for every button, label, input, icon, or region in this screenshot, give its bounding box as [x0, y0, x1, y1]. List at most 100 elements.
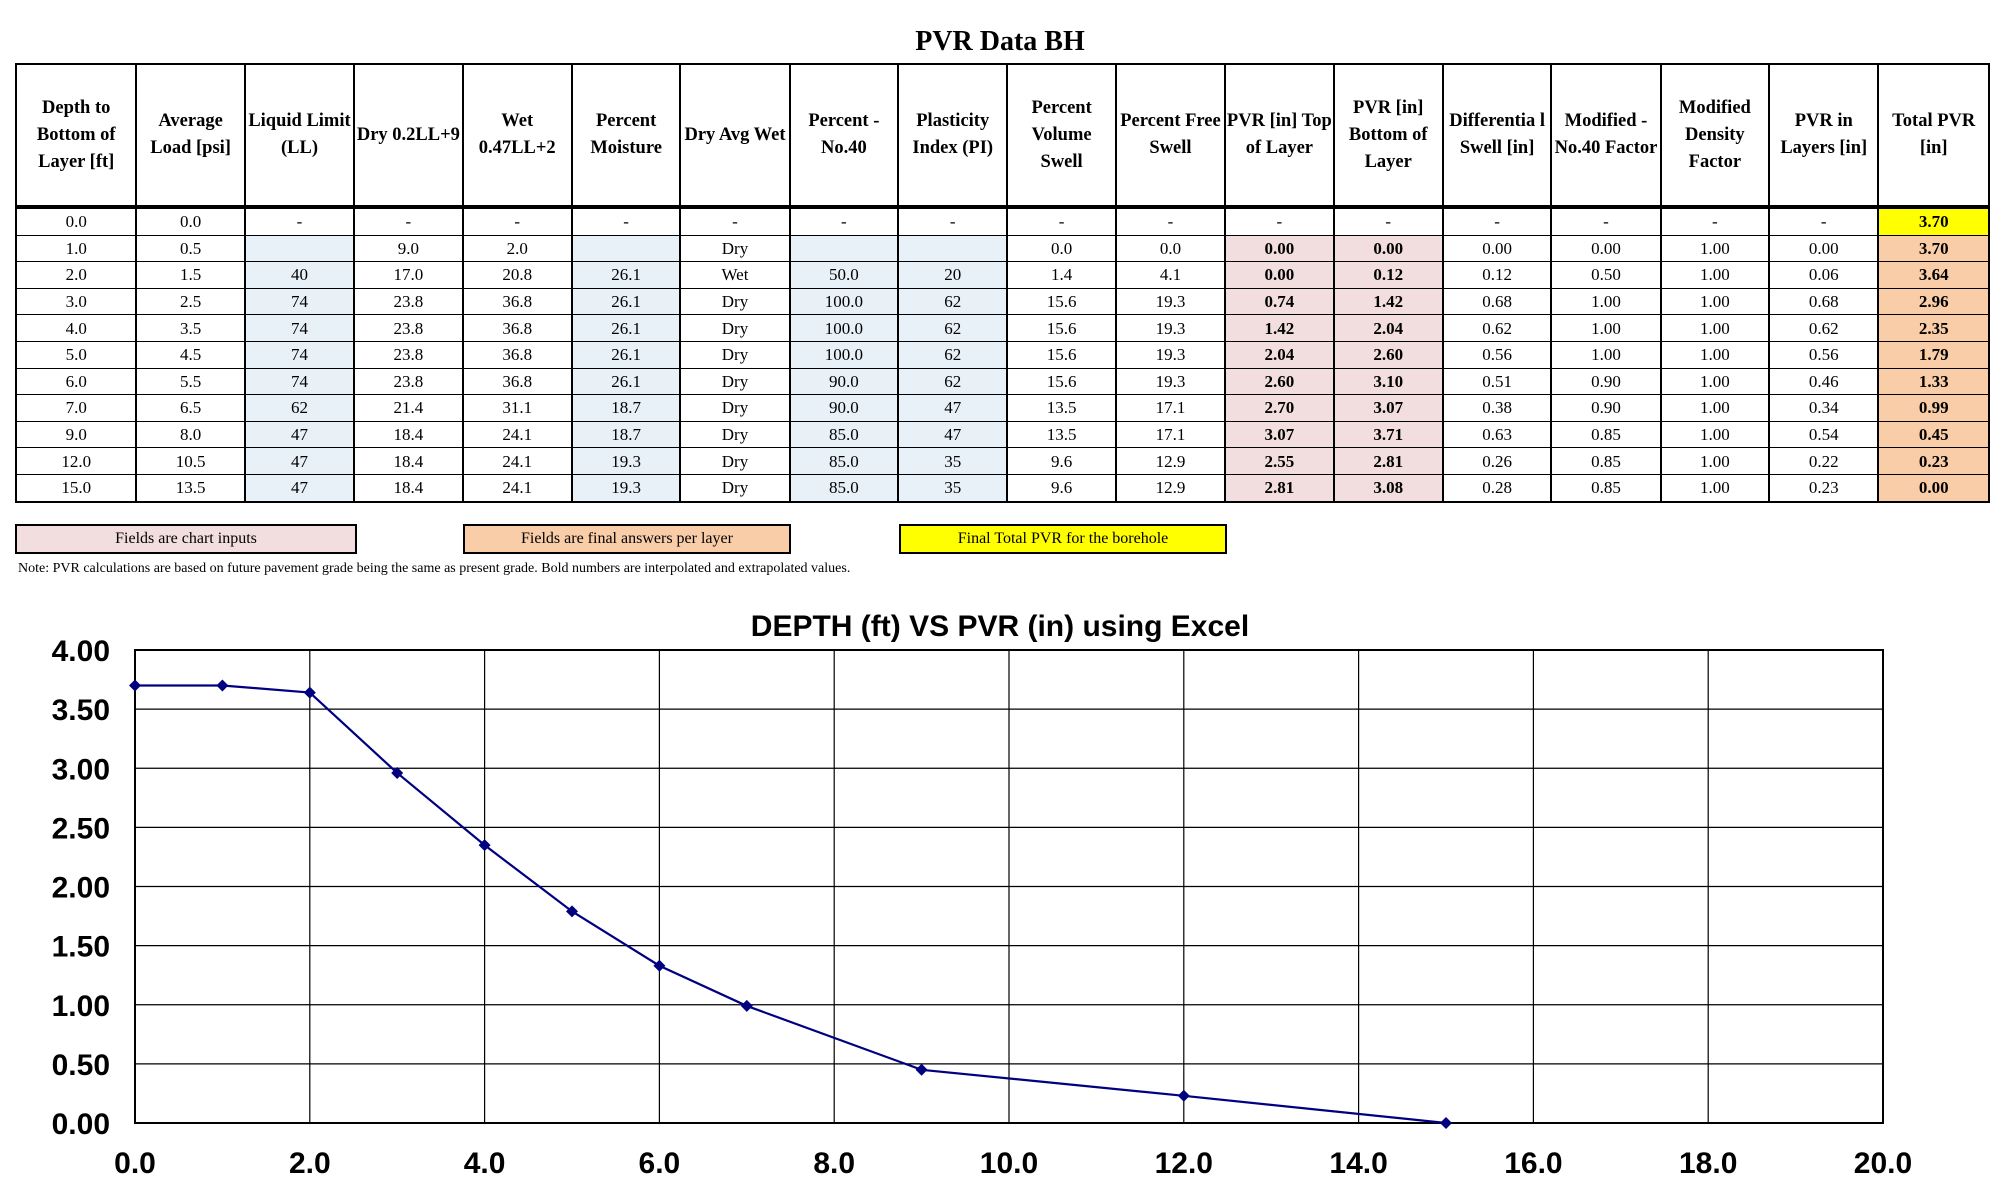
column-header: Percent Moisture: [570, 63, 682, 208]
table-row: 3.0 2.5 74 23.8 36.8 26.1 Dry 100.0 62 15.6 19.3 0.…: [14, 287, 1990, 316]
table-cell: 3.70: [1877, 204, 1990, 236]
table-cell: 24.1: [461, 420, 573, 449]
table-cell: 2.60: [1332, 340, 1444, 369]
pvr-data-table: Depth to Bottom of Layer [ft] Average Loa…: [14, 63, 1990, 503]
table-cell: 0.23: [1768, 473, 1880, 503]
table-cell: 0.85: [1550, 473, 1662, 503]
table-cell: 17.1: [1114, 420, 1227, 449]
table-cell: 0.28: [1441, 473, 1553, 503]
y-tick-label: 1.00: [52, 990, 110, 1023]
x-tick-label: 20.0: [1854, 1147, 1912, 1180]
table-cell: -: [679, 204, 791, 236]
column-header: Dry Avg Wet: [679, 63, 791, 208]
table-cell: 62: [897, 314, 1009, 342]
table-cell: 13.5: [1006, 420, 1117, 449]
table-cell: -: [570, 204, 682, 236]
table-cell: 17.1: [1114, 394, 1227, 422]
data-point: [915, 1063, 928, 1076]
table-cell: 36.8: [461, 314, 573, 342]
table-cell: 1.00: [1659, 420, 1771, 449]
table-cell: 85.0: [788, 473, 900, 503]
table-row: 5.0 4.5 74 23.8 36.8 26.1 Dry 100.0 62 15.6 19.3 2.…: [14, 340, 1990, 369]
table-cell: 0.00: [1224, 261, 1335, 289]
table-row: 12.0 10.5 47 18.4 24.1 19.3 Dry 85.0 35 9.6 12.9 2.…: [14, 447, 1990, 475]
table-cell: 3.0: [14, 287, 138, 316]
x-tick-label: 14.0: [1329, 1147, 1387, 1180]
table-cell: 3.07: [1332, 394, 1444, 422]
column-header: Wet 0.47LL+2: [461, 63, 573, 208]
table-cell: 1.00: [1659, 367, 1771, 396]
table-cell: 23.8: [353, 287, 464, 316]
x-tick-label: 6.0: [639, 1147, 681, 1180]
table-cell: 26.1: [570, 367, 682, 396]
table-cell: 90.0: [788, 367, 900, 396]
table-cell: 2.60: [1224, 367, 1335, 396]
table-cell: 2.0: [461, 234, 573, 263]
x-tick-label: 4.0: [464, 1147, 506, 1180]
table-cell: 36.8: [461, 340, 573, 369]
table-cell: 1.00: [1659, 340, 1771, 369]
data-point: [1440, 1117, 1452, 1129]
chart-title: DEPTH (ft) VS PVR (in) using Excel: [750, 610, 1250, 643]
table-cell: Dry: [679, 394, 791, 422]
table-cell: 0.45: [1877, 420, 1990, 449]
table-cell: -: [1006, 204, 1117, 236]
table-cell: 23.8: [353, 314, 464, 342]
table-cell: 1.00: [1550, 340, 1662, 369]
table-cell: 1.0: [14, 234, 138, 263]
table-cell: 2.81: [1332, 447, 1444, 475]
table-cell: 0.22: [1768, 447, 1880, 475]
x-tick-label: 0.0: [114, 1147, 156, 1180]
table-cell: 0.68: [1768, 287, 1880, 316]
data-point: [566, 905, 578, 918]
table-cell: 0.0: [14, 204, 138, 236]
table-cell: 18.7: [570, 394, 682, 422]
table-cell: -: [897, 204, 1009, 236]
table-cell: 19.3: [1114, 340, 1227, 369]
y-tick-label: 3.00: [52, 753, 110, 786]
table-cell: 1.5: [135, 261, 246, 289]
table-cell: 0.12: [1332, 261, 1444, 289]
table-cell: 18.4: [353, 447, 464, 475]
table-cell: 4.5: [135, 340, 246, 369]
table-cell: 0.0: [135, 204, 246, 236]
y-tick-label: 2.00: [52, 872, 110, 905]
table-cell: 2.35: [1877, 314, 1990, 342]
table-cell: 1.42: [1224, 314, 1335, 342]
y-tick-label: 1.50: [52, 931, 110, 964]
table-cell: 0.63: [1441, 420, 1553, 449]
table-cell: 50.0: [788, 261, 900, 289]
x-tick-label: 10.0: [980, 1147, 1038, 1180]
table-cell: 2.70: [1224, 394, 1335, 422]
table-cell: 1.4: [1006, 261, 1117, 289]
table-cell: 74: [243, 340, 356, 369]
column-header: Liquid Limit (LL): [243, 63, 356, 208]
table-cell: -: [1114, 204, 1227, 236]
table-cell: 6.0: [14, 367, 138, 396]
table-cell: 23.8: [353, 340, 464, 369]
column-header: Plasticity Index (PI): [897, 63, 1009, 208]
x-tick-label: 16.0: [1504, 1147, 1562, 1180]
table-cell: 74: [243, 367, 356, 396]
table-cell: 0.56: [1768, 340, 1880, 369]
column-header: Total PVR [in]: [1877, 63, 1990, 208]
table-cell: Dry: [679, 420, 791, 449]
table-cell: 47: [243, 420, 356, 449]
table-cell: 0.85: [1550, 420, 1662, 449]
table-cell: 1.00: [1659, 287, 1771, 316]
table-cell: 8.0: [135, 420, 246, 449]
y-tick-label: 2.50: [52, 812, 110, 845]
table-cell: 35: [897, 473, 1009, 503]
table-cell: 3.71: [1332, 420, 1444, 449]
table-cell: 90.0: [788, 394, 900, 422]
table-row: 2.0 1.5 40 17.0 20.8 26.1 Wet 50.0 20 1.4 4.1 0.00 0…: [14, 261, 1990, 289]
column-header: Modified -No.40 Factor: [1550, 63, 1662, 208]
column-header: PVR [in] Bottom of Layer: [1332, 63, 1444, 208]
table-cell: -: [1332, 204, 1444, 236]
table-cell: 3.07: [1224, 420, 1335, 449]
table-cell: -: [1768, 204, 1880, 236]
data-point: [391, 766, 404, 779]
data-point: [303, 686, 316, 699]
table-cell: Dry: [679, 287, 791, 316]
